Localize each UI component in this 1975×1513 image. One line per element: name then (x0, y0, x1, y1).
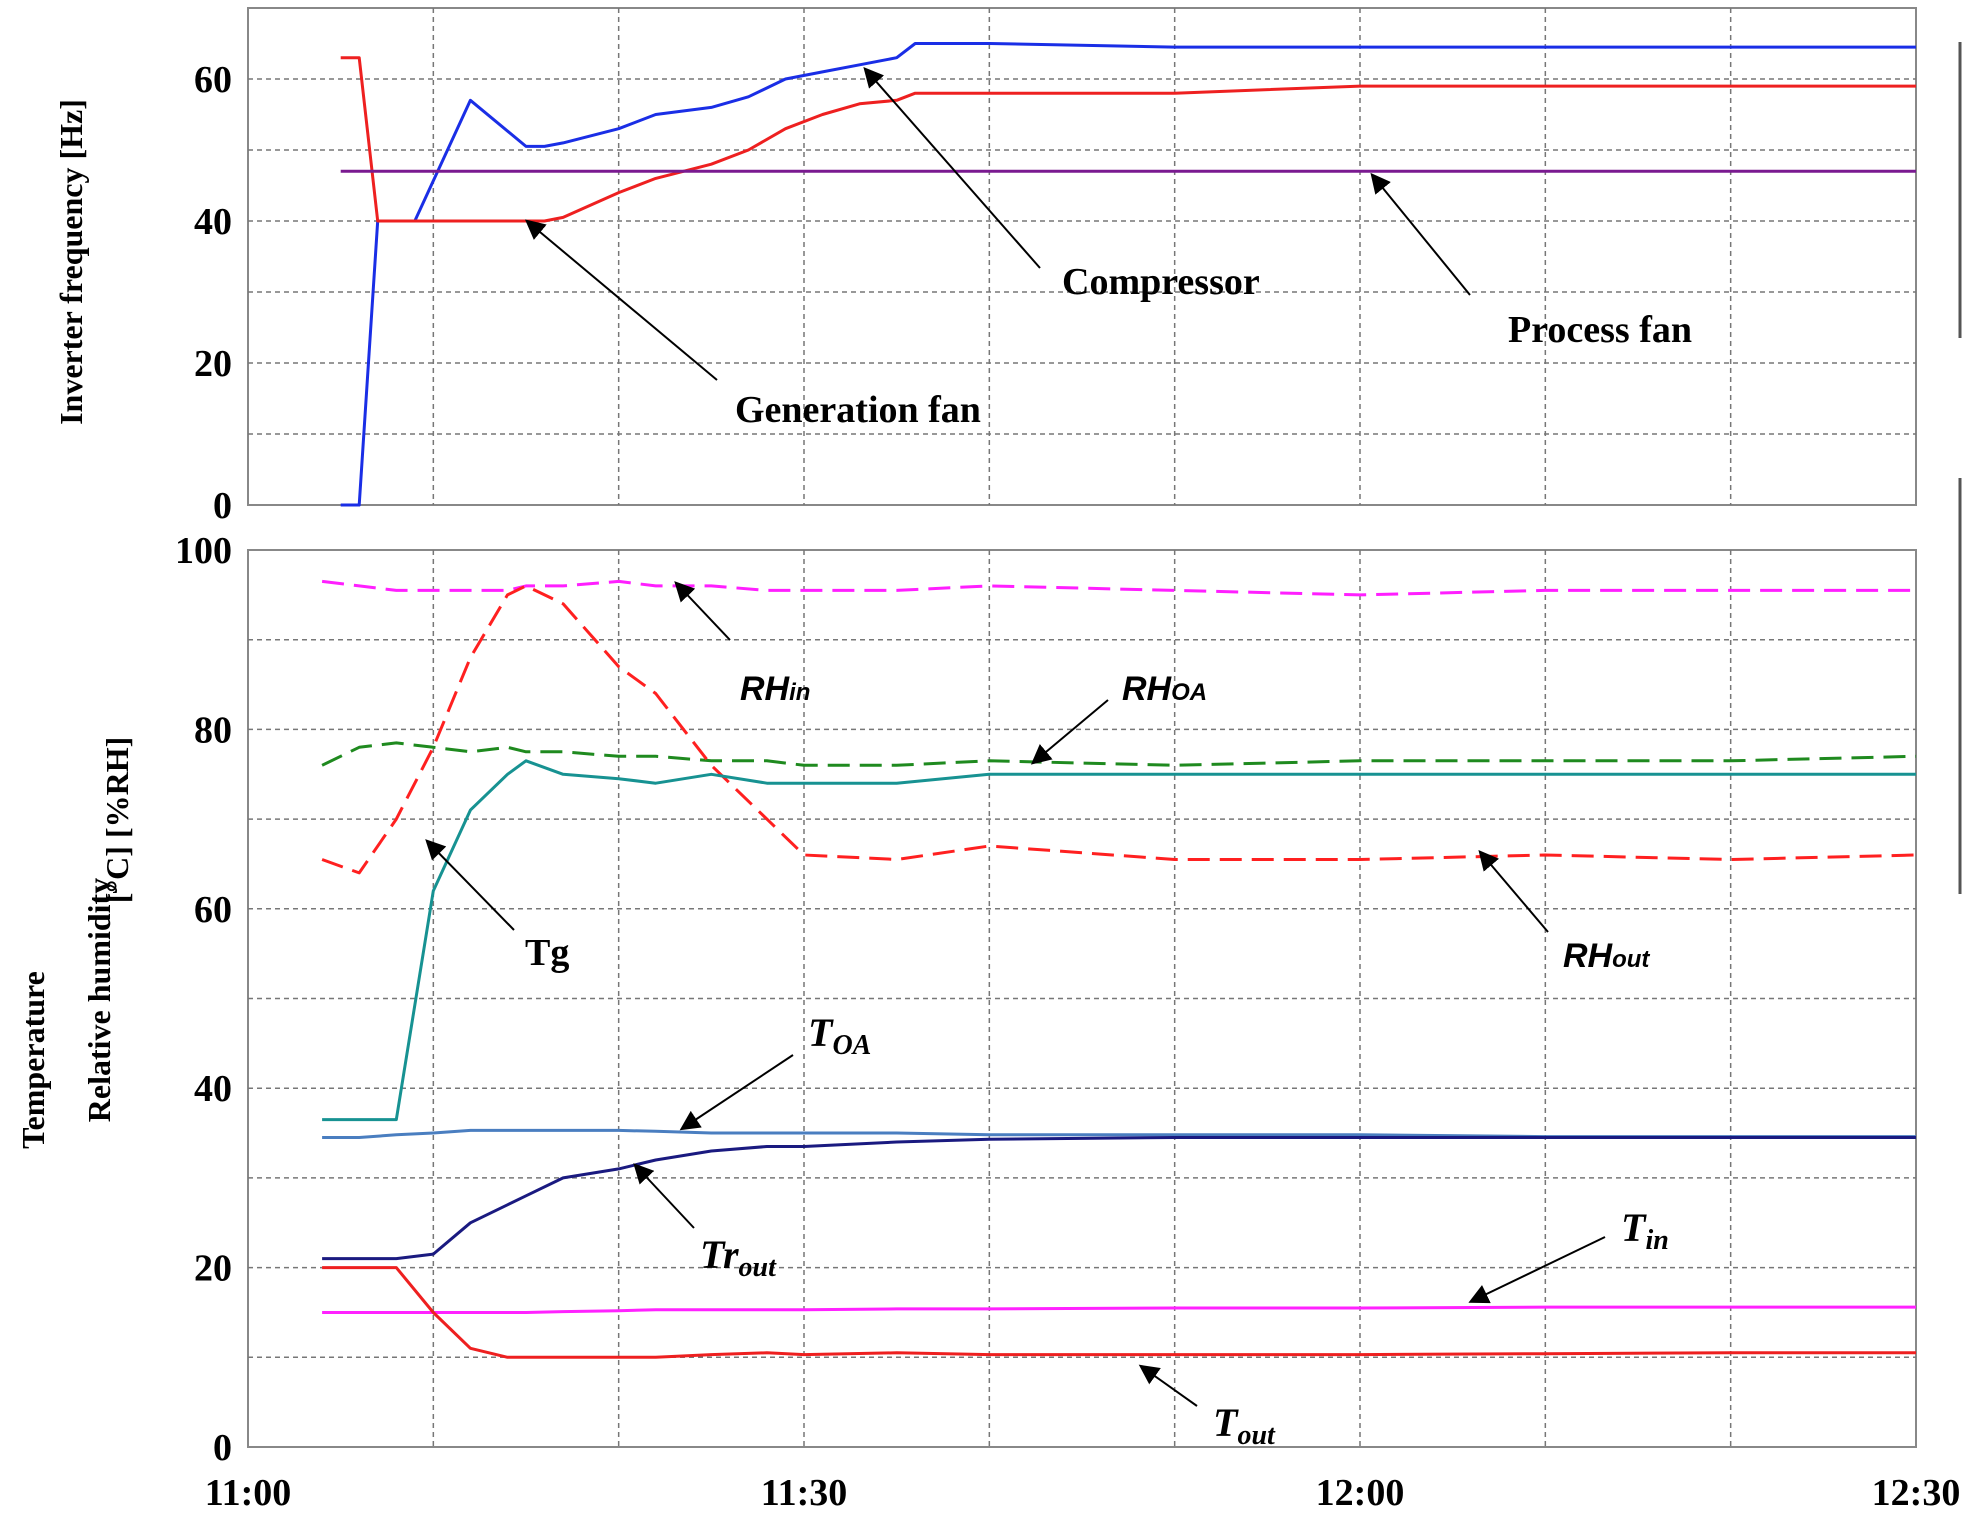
rhoa-label-sub: OA (1171, 679, 1207, 706)
series-line-generation-fan (340, 56, 1916, 223)
y-tick-label: 60 (194, 889, 232, 931)
tout-label-sub: out (1237, 1420, 1276, 1451)
tg-arrow (425, 839, 515, 931)
temperature-annotations: RHin RHOA RHout Tg TOA Trout Tin Tout (425, 581, 1669, 1451)
trout-label: Trout (700, 1232, 777, 1283)
tg-label: Tg (525, 932, 569, 974)
x-tick-label: 12:00 (1316, 1472, 1405, 1513)
temperature-y-ticks: 0 20 40 60 80 100 (175, 530, 232, 1469)
process-fan-label: Process fan (1508, 309, 1692, 351)
tin-label-sub: in (1645, 1225, 1668, 1256)
rhoa-label-main: RH (1122, 670, 1173, 708)
tout-arrow (1138, 1364, 1198, 1407)
tin-arrow (1468, 1236, 1606, 1304)
generation-fan-arrow (524, 219, 718, 381)
tout-label-main: T (1213, 1400, 1239, 1445)
y-tick-label: 20 (194, 1248, 232, 1290)
rhoa-arrow (1030, 699, 1109, 765)
rhin-label: RHin (740, 670, 810, 708)
series-line-compressor (340, 42, 1916, 507)
series-line-rhout (321, 584, 1917, 875)
x-tick-label: 12:30 (1872, 1472, 1961, 1513)
temperature-y-axis-label: Temperature (15, 971, 51, 1149)
toa-label-sub: OA (832, 1030, 871, 1061)
temperature-series (321, 579, 1917, 1359)
trout-arrow (633, 1163, 695, 1229)
series-line-rhoa (321, 741, 1917, 767)
rhout-arrow (1478, 849, 1549, 933)
unit-y-axis-label: [°C] [%RH] (99, 737, 135, 904)
y-tick-label: 80 (194, 709, 232, 751)
y-tick-label: 20 (194, 343, 232, 385)
compressor-arrow (863, 66, 1041, 269)
time-x-ticks: 11:00 11:30 12:00 12:30 (205, 1472, 1961, 1513)
frequency-series (340, 42, 1916, 507)
y-tick-label: 100 (175, 530, 232, 572)
rhin-arrow (674, 581, 731, 641)
y-tick-label: 60 (194, 59, 232, 101)
rhin-label-sub: in (789, 679, 810, 706)
series-line-trout (322, 1136, 1916, 1261)
series-line-toa (322, 1128, 1916, 1139)
frequency-annotations: Compressor Generation fan Process fan (524, 66, 1692, 431)
rhin-label-main: RH (740, 670, 791, 708)
toa-label-main: T (808, 1010, 834, 1055)
tout-label: Tout (1213, 1400, 1276, 1451)
y-tick-label: 40 (194, 1068, 232, 1110)
humidity-y-axis-label: Relative humidity (81, 878, 117, 1122)
toa-arrow (679, 1054, 794, 1131)
x-tick-label: 11:30 (761, 1472, 848, 1513)
y-tick-label: 40 (194, 201, 232, 243)
rhoa-label: RHOA (1122, 670, 1207, 708)
series-line-tin (322, 1305, 1916, 1314)
tin-label: Tin (1621, 1205, 1669, 1256)
process-fan-arrow (1370, 172, 1471, 296)
compressor-label: Compressor (1062, 261, 1260, 303)
series-line-tg (322, 759, 1916, 1122)
rhout-label-main: RH (1563, 937, 1614, 975)
trout-label-sub: out (739, 1252, 778, 1283)
x-tick-label: 11:00 (205, 1472, 292, 1513)
rhout-label: RHout (1563, 937, 1650, 975)
series-line-tout (322, 1266, 1916, 1359)
temperature-grid (248, 550, 1916, 1447)
generation-fan-label: Generation fan (735, 389, 981, 431)
frequency-grid (248, 8, 1916, 505)
tin-label-main: T (1621, 1205, 1647, 1250)
frequency-panel: 0 20 40 60 Inverter frequency [Hz] (53, 7, 1917, 527)
y-tick-label: 0 (213, 485, 232, 527)
temperature-panel: 0 20 40 60 80 100 11:00 11:30 12:00 12:30 Temper… (15, 530, 1960, 1513)
y-tick-label: 0 (213, 1427, 232, 1469)
rhout-label-sub: out (1612, 946, 1650, 973)
trout-label-main: Tr (700, 1232, 739, 1277)
toa-label: TOA (808, 1010, 871, 1061)
frequency-y-axis-label: Inverter frequency [Hz] (53, 99, 89, 425)
frequency-y-ticks: 0 20 40 60 (194, 59, 232, 527)
frequency-plot-area (247, 7, 1917, 506)
